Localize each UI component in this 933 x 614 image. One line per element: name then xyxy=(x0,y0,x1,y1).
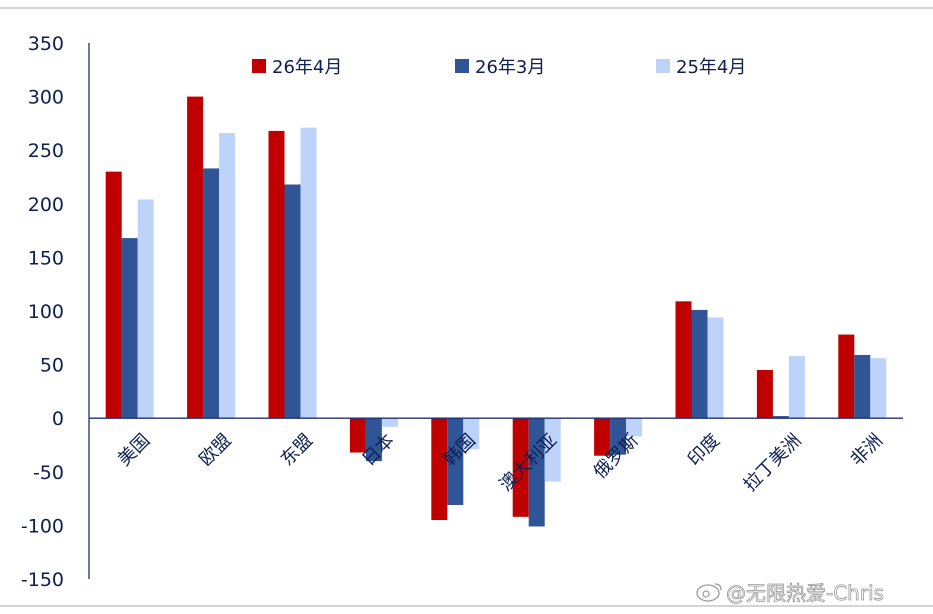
watermark-text: @无限热爱-Chris xyxy=(726,581,884,605)
bars-group xyxy=(105,96,887,527)
bar-3-8 xyxy=(707,317,724,419)
y-tick-label: -100 xyxy=(21,515,64,537)
bar-1-7 xyxy=(594,418,611,456)
bar-2-8 xyxy=(691,309,708,419)
y-tick-label: 200 xyxy=(28,194,64,216)
legend: 26年4月 26年3月 25年4月 xyxy=(252,57,746,78)
legend-swatch-3 xyxy=(656,59,670,73)
bar-3-1 xyxy=(137,199,154,419)
bar-3-5 xyxy=(463,418,480,450)
y-tick-label: 0 xyxy=(52,408,64,430)
bar-2-1 xyxy=(121,238,138,419)
bar-2-5 xyxy=(447,418,464,506)
bar-2-9 xyxy=(772,416,789,419)
bar-1-6 xyxy=(512,418,529,517)
category-label: 美国 xyxy=(114,430,154,470)
bar-3-9 xyxy=(788,356,805,419)
bar-2-4 xyxy=(365,418,382,462)
y-tick-label: 350 xyxy=(28,33,64,55)
y-tick-label: 150 xyxy=(28,247,64,269)
category-label: 东盟 xyxy=(277,430,317,470)
watermark: @无限热爱-Chris xyxy=(696,581,884,605)
y-tick-labels: 350 300 250 200 150 100 50 0 -50 -100 -150 xyxy=(21,33,64,591)
bar-3-4 xyxy=(381,418,398,427)
category-label: 欧盟 xyxy=(195,430,235,470)
bar-3-10 xyxy=(870,358,887,419)
category-label: 非洲 xyxy=(847,430,887,470)
bar-1-8 xyxy=(675,301,692,419)
bar-1-4 xyxy=(349,418,366,453)
bar-1-5 xyxy=(431,418,448,521)
category-label: 印度 xyxy=(684,430,724,470)
axes-group xyxy=(88,43,903,579)
bar-1-3 xyxy=(268,130,285,419)
bar-3-7 xyxy=(626,418,643,437)
legend-swatch-2 xyxy=(455,59,469,73)
legend-swatch-1 xyxy=(252,59,266,73)
y-tick-label: 50 xyxy=(40,355,64,377)
legend-label-3: 25年4月 xyxy=(676,57,746,78)
category-labels: 美国 欧盟 东盟 日本 韩国 澳大利亚 俄罗斯 印度 拉丁美洲 非洲 xyxy=(114,430,887,496)
bar-2-6 xyxy=(528,418,545,527)
y-tick-label: 250 xyxy=(28,140,64,162)
y-tick-label: 100 xyxy=(28,301,64,323)
bar-3-6 xyxy=(544,418,561,482)
bar-1-2 xyxy=(187,96,204,419)
bar-3-2 xyxy=(219,133,236,419)
category-label: 拉丁美洲 xyxy=(740,430,806,496)
bar-2-10 xyxy=(854,354,871,419)
bar-1-1 xyxy=(105,171,122,419)
bar-3-3 xyxy=(300,127,317,419)
y-tick-label: -50 xyxy=(33,462,64,484)
bar-1-10 xyxy=(838,334,855,419)
y-tick-label: 300 xyxy=(28,87,64,109)
bar-2-3 xyxy=(284,184,301,419)
y-tick-label: -150 xyxy=(21,569,64,591)
bar-2-2 xyxy=(203,168,220,419)
bar-1-9 xyxy=(756,369,773,419)
legend-label-2: 26年3月 xyxy=(475,57,545,78)
bar-2-7 xyxy=(610,418,627,455)
legend-label-1: 26年4月 xyxy=(272,57,342,78)
weibo-icon xyxy=(696,583,722,602)
